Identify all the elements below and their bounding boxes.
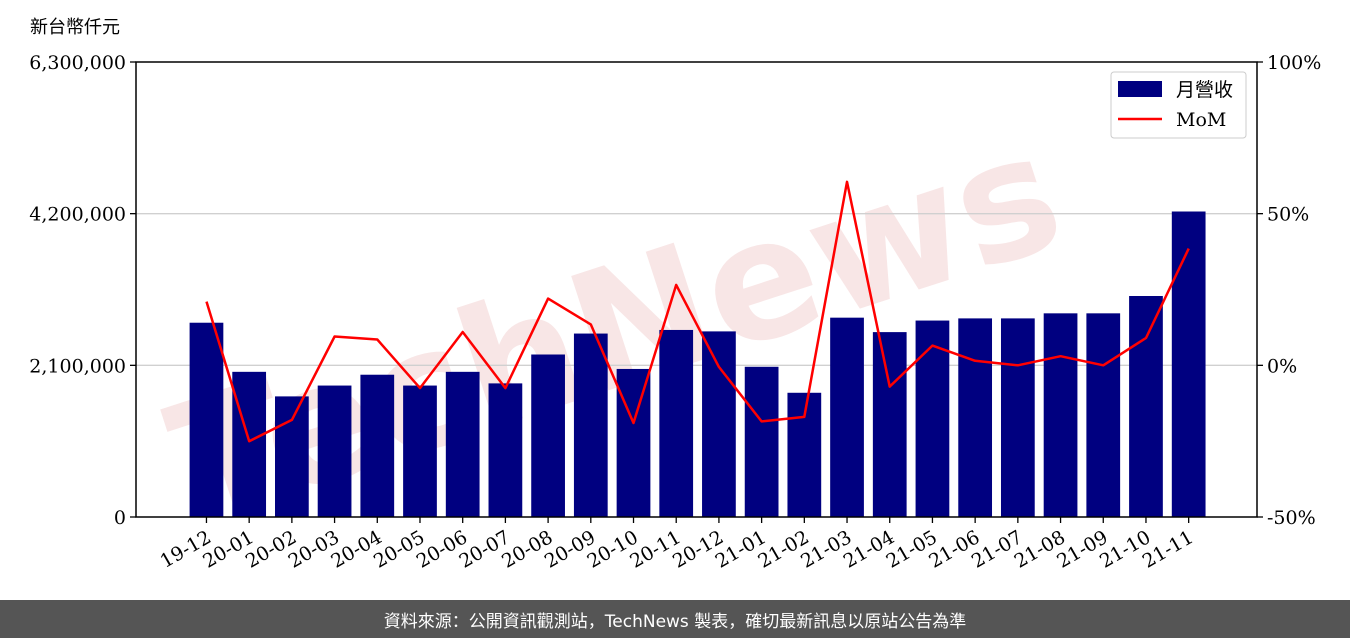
bar: [573, 333, 608, 517]
legend-label-mom: MoM: [1176, 109, 1226, 131]
left-tick-label: 6,300,000: [29, 52, 126, 74]
bar: [744, 366, 779, 517]
left-axis-ticks: 0 2,100,000 4,200,000 6,300,000: [29, 52, 136, 529]
bar: [275, 396, 309, 517]
mom-line: [205, 180, 1190, 443]
left-tick-label: 4,200,000: [29, 204, 126, 226]
revenue-chart: TechNews 新台幣仟元 02,100,0004,200,0006,300,…: [29, 17, 1321, 573]
bar: [531, 354, 565, 517]
right-tick-label: 50%: [1267, 204, 1309, 226]
y-axis-unit-label: 新台幣仟元: [30, 17, 120, 38]
legend-label-revenue: 月營收: [1176, 79, 1233, 101]
right-tick-label: 0%: [1267, 355, 1297, 377]
bar: [872, 332, 907, 517]
bar: [1129, 296, 1163, 517]
bar: [958, 318, 993, 517]
left-tick-label: 2,100,000: [29, 355, 126, 377]
right-axis-ticks: -50% 0% 50% 100%: [1257, 52, 1321, 529]
bar: [830, 317, 864, 517]
plot-frame: [135, 61, 1258, 518]
bar: [317, 385, 352, 517]
x-tick-label: 21-11: [1139, 526, 1197, 572]
bar: [403, 385, 437, 517]
bar: [189, 322, 224, 517]
right-tick-label: -50%: [1267, 507, 1316, 529]
bar: [445, 371, 480, 517]
footer-bar: 資料來源：公開資訊觀測站，TechNews 製表，確切最新訊息以原站公告為準: [0, 600, 1350, 638]
right-tick-label: 100%: [1267, 52, 1321, 74]
bar: [360, 374, 395, 517]
legend: 月營收 MoM: [1110, 71, 1247, 139]
bar: [659, 329, 694, 517]
bar: [232, 371, 267, 517]
bar: [702, 331, 736, 517]
left-tick-label: 0: [114, 507, 126, 529]
bar: [488, 383, 523, 517]
bar-series: [189, 211, 1206, 517]
bar: [1000, 318, 1035, 517]
mom-line-series: [205, 180, 1190, 443]
bar: [1171, 211, 1206, 517]
bar: [915, 320, 950, 517]
bar: [616, 368, 651, 517]
source-note: 資料來源：公開資訊觀測站，TechNews 製表，確切最新訊息以原站公告為準: [383, 611, 967, 632]
bar: [1086, 313, 1121, 517]
legend-bar-swatch: [1118, 81, 1162, 97]
bar: [1043, 313, 1078, 517]
